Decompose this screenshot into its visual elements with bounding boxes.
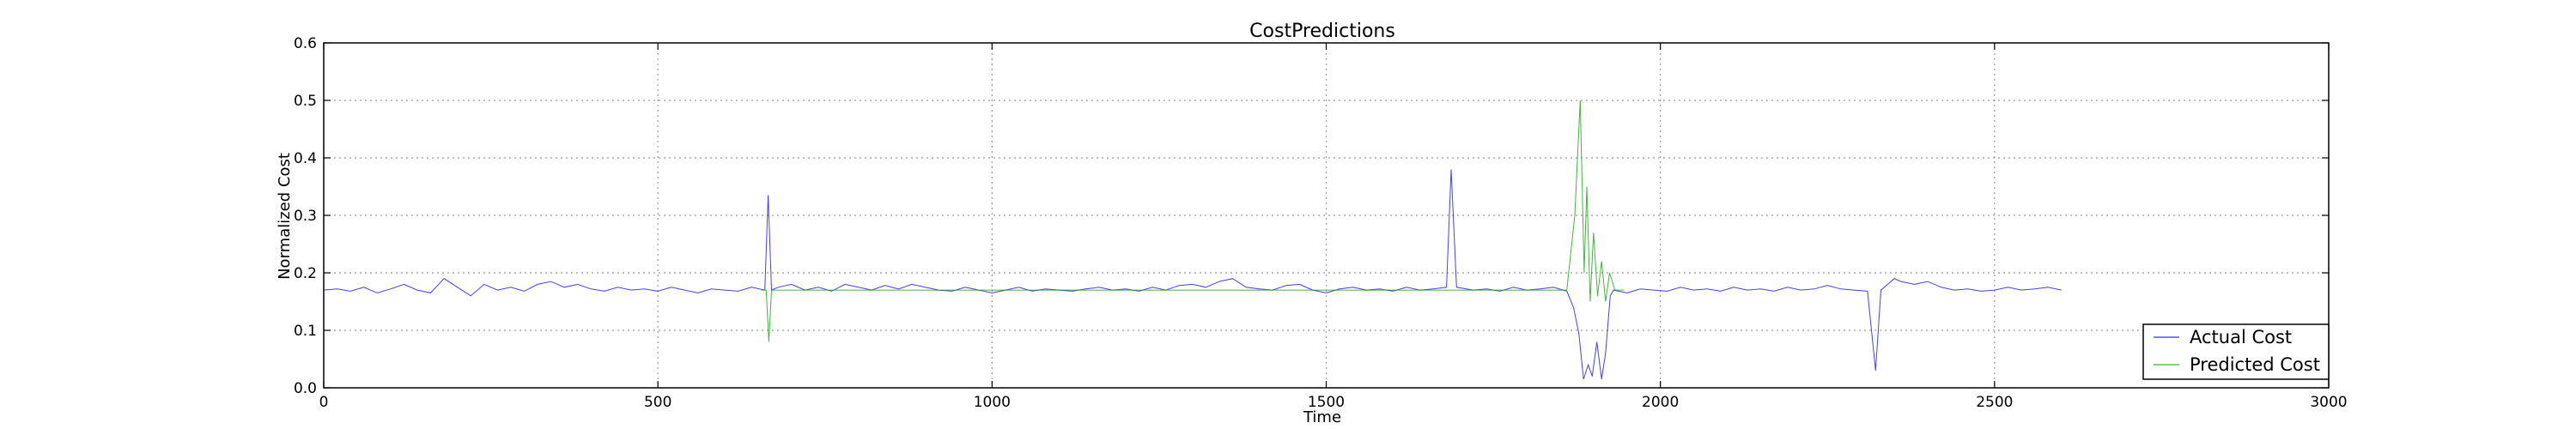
x-tick-label: 2000 [1642, 394, 1679, 411]
grid-lines [324, 43, 2329, 388]
series-line-actual-cost [323, 169, 2062, 380]
x-axis-ticks: 0 500 1000 1500 2000 2500 3000 [319, 43, 2348, 411]
x-tick-label: 1000 [974, 394, 1011, 411]
y-tick-label: 0.3 [294, 208, 317, 225]
chart-title: CostPredictions [1249, 21, 1395, 42]
x-tick-label: 3000 [2310, 394, 2347, 411]
legend-label-actual-cost: Actual Cost [2190, 327, 2292, 347]
x-tick-label: 500 [644, 394, 671, 411]
legend-box [2142, 323, 2330, 380]
y-axis-label: Normalized Cost [276, 153, 294, 280]
legend-label-predicted-cost: Predicted Cost [2190, 354, 2320, 375]
y-tick-label: 0.4 [294, 150, 317, 167]
y-tick-label: 0.2 [294, 265, 317, 282]
x-tick-label: 1500 [1308, 394, 1345, 411]
x-tick-label: 0 [319, 394, 329, 411]
series-line-predicted-cost [761, 100, 1624, 342]
y-tick-label: 0.0 [294, 380, 317, 397]
x-axis-label: Time [1303, 408, 1341, 426]
y-tick-label: 0.5 [294, 93, 317, 110]
y-tick-label: 0.6 [294, 35, 317, 52]
y-tick-label: 0.1 [294, 323, 317, 340]
series-layer [323, 100, 2062, 380]
x-tick-label: 2500 [1976, 394, 2013, 411]
legend: Actual Cost Predicted Cost [2142, 323, 2330, 380]
